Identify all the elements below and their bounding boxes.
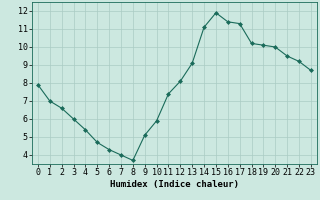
X-axis label: Humidex (Indice chaleur): Humidex (Indice chaleur) (110, 180, 239, 189)
